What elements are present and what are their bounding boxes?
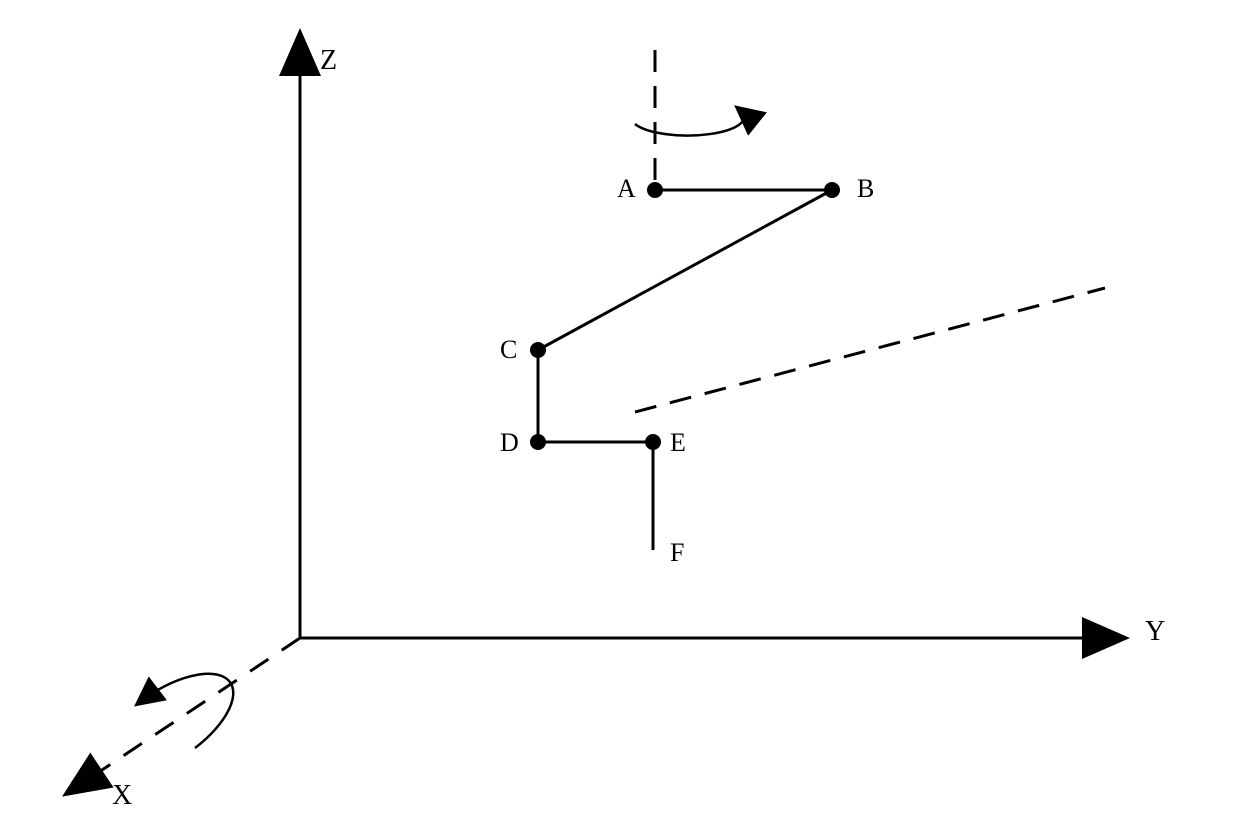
auxiliary-dashed-line [635, 288, 1105, 412]
x-axis [72, 638, 300, 790]
point-d-label: D [500, 428, 519, 458]
point-b-label: B [857, 174, 874, 204]
point-a-label: A [617, 174, 636, 204]
point-d [530, 434, 546, 450]
coordinate-diagram: Z Y X A B C D E F [0, 0, 1239, 818]
point-a [647, 182, 663, 198]
x-axis-label: X [112, 780, 132, 812]
point-c [530, 342, 546, 358]
rotation-arc-x [140, 674, 233, 748]
segment-b-c [538, 190, 832, 350]
diagram-svg [0, 0, 1239, 818]
rotation-arc-vertical [635, 110, 744, 136]
y-axis-label: Y [1145, 616, 1165, 648]
point-e [645, 434, 661, 450]
point-b [824, 182, 840, 198]
point-e-label: E [670, 428, 686, 458]
point-f-label: F [670, 538, 684, 568]
point-c-label: C [500, 335, 517, 365]
z-axis-label: Z [320, 45, 337, 77]
